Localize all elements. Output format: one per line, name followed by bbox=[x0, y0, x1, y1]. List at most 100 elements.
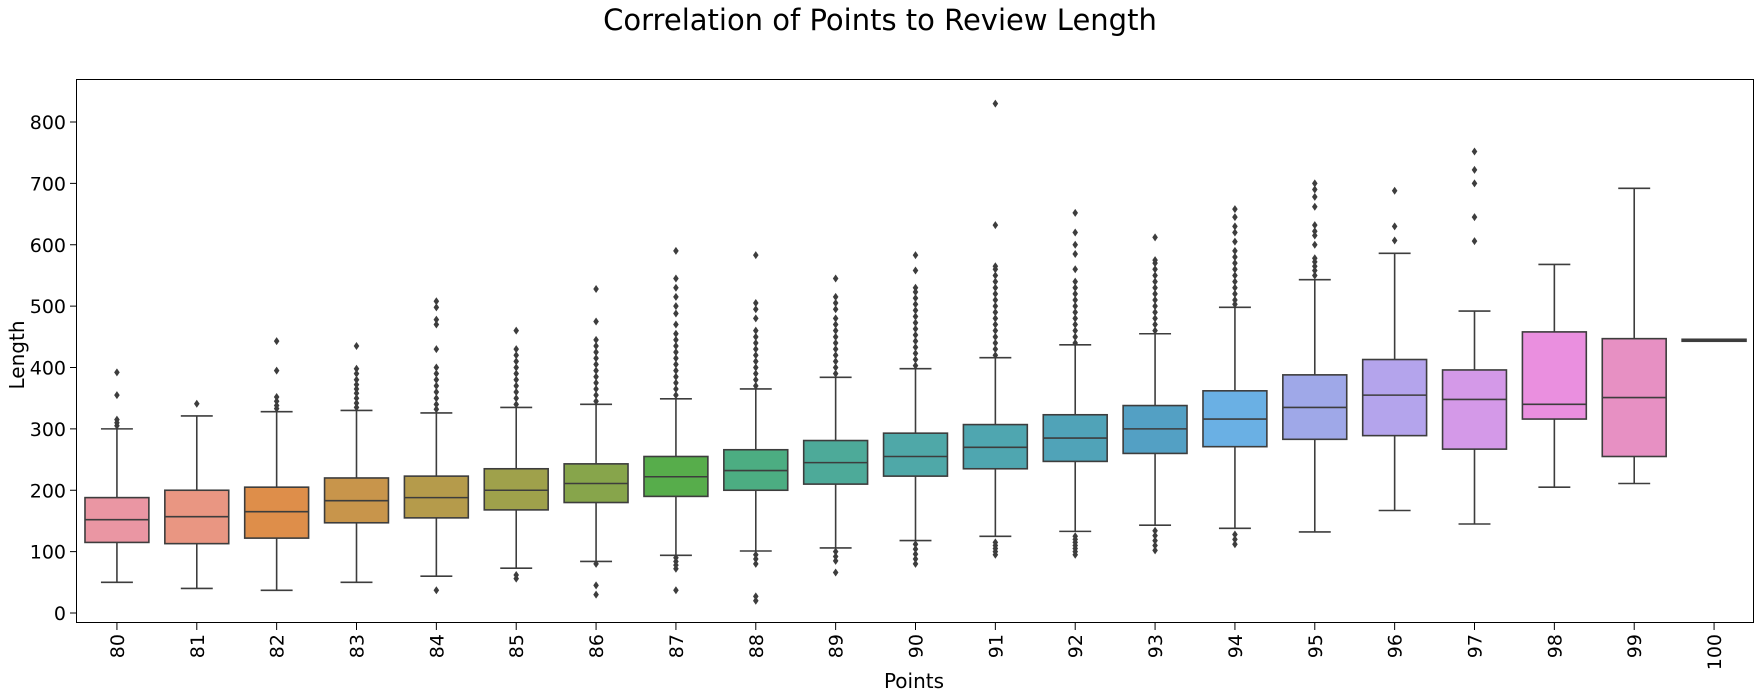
outlier-point bbox=[1072, 532, 1079, 541]
outlier-point bbox=[513, 369, 520, 378]
outlier-point bbox=[1232, 228, 1238, 237]
x-tick-label: 100 bbox=[1704, 634, 1726, 670]
outlier-point bbox=[673, 335, 679, 344]
outlier-point bbox=[593, 581, 599, 590]
plot-area-frame bbox=[76, 79, 1754, 623]
outlier-point bbox=[433, 586, 440, 595]
y-tick-label: 100 bbox=[30, 542, 66, 564]
outlier-point bbox=[1311, 262, 1318, 271]
box-group-86 bbox=[563, 284, 629, 599]
outlier-point bbox=[593, 391, 599, 400]
outlier-point bbox=[832, 292, 839, 301]
outlier-point bbox=[1471, 165, 1478, 174]
outlier-point bbox=[1232, 535, 1238, 544]
x-tick-label: 88 bbox=[746, 634, 768, 658]
outlier-point bbox=[1311, 254, 1318, 263]
outlier-point bbox=[912, 288, 919, 297]
outlier-point bbox=[1311, 266, 1318, 275]
outlier-point bbox=[1152, 283, 1158, 292]
x-tick-label: 96 bbox=[1385, 634, 1407, 658]
outlier-point bbox=[433, 303, 440, 312]
x-tick-label: 90 bbox=[906, 634, 928, 658]
y-tick-label: 800 bbox=[30, 112, 66, 134]
outlier-point bbox=[1152, 233, 1158, 242]
outlier-point bbox=[1152, 526, 1158, 535]
outlier-point bbox=[912, 554, 919, 563]
outlier-point bbox=[912, 349, 919, 358]
outlier-point bbox=[1232, 237, 1238, 246]
outlier-point bbox=[593, 335, 599, 344]
outlier-point bbox=[1152, 546, 1158, 555]
outlier-point bbox=[992, 314, 999, 323]
box-group-98 bbox=[1521, 263, 1588, 488]
x-axis: 80 81 82 83 84 85 86 87 88 89 90 91 92 93 94 95 96 97 98 99… bbox=[107, 623, 1726, 670]
outlier-point bbox=[1072, 265, 1079, 274]
x-tick-label: 84 bbox=[426, 634, 448, 658]
outlier-point bbox=[1232, 253, 1238, 262]
outlier-point bbox=[1232, 213, 1238, 222]
y-tick-label: 500 bbox=[30, 296, 66, 318]
outlier-point bbox=[1232, 205, 1238, 214]
outlier-point bbox=[752, 550, 759, 559]
x-tick-label: 89 bbox=[826, 634, 848, 658]
y-tick-label: 0 bbox=[54, 603, 66, 625]
boxes-layer bbox=[84, 99, 1747, 605]
outlier-point bbox=[114, 415, 120, 424]
outlier-point bbox=[992, 538, 999, 547]
outlier-point bbox=[593, 354, 599, 363]
outlier-point bbox=[992, 320, 999, 329]
outlier-point bbox=[513, 351, 520, 360]
outlier-point bbox=[273, 401, 280, 410]
outlier-point bbox=[912, 300, 919, 309]
box-group-87 bbox=[643, 246, 709, 595]
iqr-box bbox=[882, 432, 949, 477]
outlier-point bbox=[433, 345, 440, 354]
outlier-point bbox=[1232, 222, 1238, 231]
outlier-point bbox=[832, 363, 839, 372]
outlier-point bbox=[433, 315, 440, 324]
outlier-point bbox=[752, 299, 759, 308]
outlier-point bbox=[673, 302, 679, 311]
outlier-point bbox=[752, 596, 759, 605]
y-tick-label: 300 bbox=[30, 419, 66, 441]
y-tick-label: 400 bbox=[30, 358, 66, 380]
box-group-83 bbox=[323, 342, 390, 584]
outlier-point bbox=[353, 375, 360, 384]
outlier-point bbox=[912, 330, 919, 339]
outlier-point bbox=[1152, 536, 1158, 545]
outlier-point bbox=[513, 570, 520, 579]
outlier-point bbox=[1471, 237, 1478, 246]
box-group-100 bbox=[1681, 338, 1747, 343]
box-group-84 bbox=[403, 297, 470, 595]
outlier-point bbox=[353, 389, 360, 398]
outlier-point bbox=[752, 369, 759, 378]
outlier-point bbox=[992, 295, 999, 304]
outlier-point bbox=[752, 314, 759, 323]
outlier-point bbox=[513, 375, 520, 384]
outlier-point bbox=[1232, 540, 1238, 549]
outlier-point bbox=[1311, 179, 1318, 188]
x-tick-label: 87 bbox=[666, 634, 688, 658]
outlier-point bbox=[752, 381, 759, 390]
outlier-point bbox=[353, 394, 360, 403]
x-tick-label: 83 bbox=[347, 634, 369, 658]
outlier-point bbox=[752, 251, 759, 260]
y-axis: 0 100 200 300 400 500 600 700 800 bbox=[30, 112, 77, 625]
outlier-point bbox=[832, 547, 839, 556]
outlier-point bbox=[1072, 332, 1079, 341]
outlier-point bbox=[673, 246, 679, 255]
outlier-point bbox=[513, 326, 520, 335]
outlier-point bbox=[912, 343, 919, 352]
outlier-point bbox=[912, 294, 919, 303]
outlier-point bbox=[832, 332, 839, 341]
outlier-point bbox=[353, 399, 360, 408]
outlier-point bbox=[1072, 308, 1079, 317]
box-group-94 bbox=[1202, 205, 1268, 549]
outlier-point bbox=[673, 586, 679, 595]
outlier-point bbox=[433, 388, 440, 397]
outlier-point bbox=[1311, 221, 1318, 230]
outlier-point bbox=[1311, 240, 1318, 249]
box-group-88 bbox=[723, 251, 789, 605]
outlier-point bbox=[1232, 246, 1238, 255]
